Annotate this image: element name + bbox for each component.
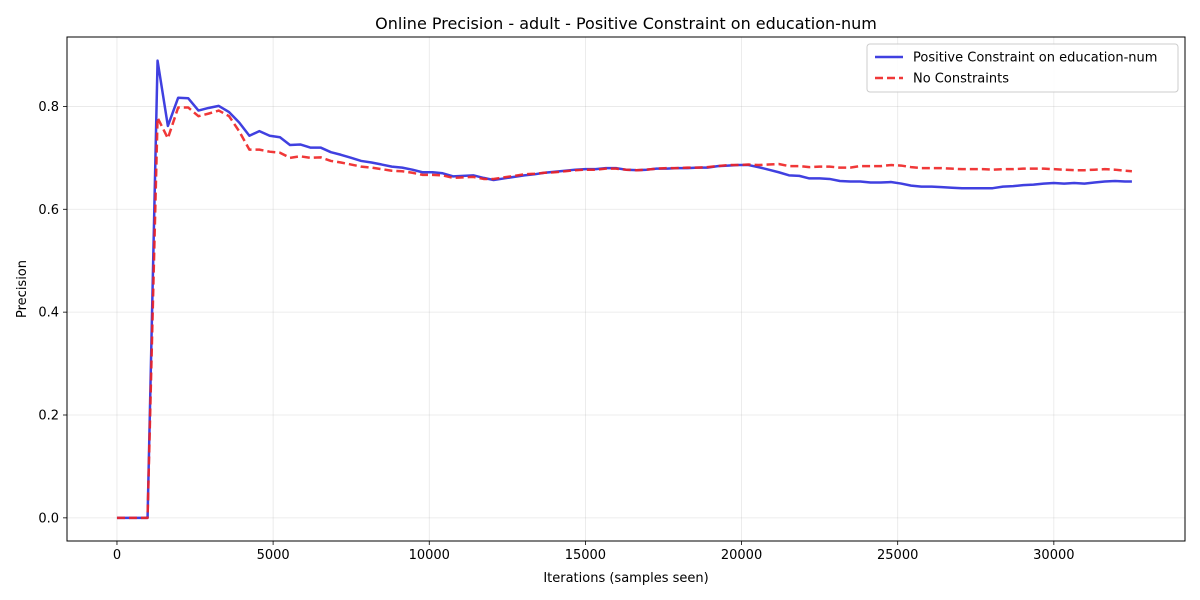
x-tick-label: 20000 — [721, 548, 762, 563]
y-tick-label: 0.2 — [38, 409, 59, 424]
legend: Positive Constraint on education-num No … — [866, 43, 1179, 93]
x-tick-label: 25000 — [877, 548, 918, 563]
axis-ticks: 0 5000 10000 15000 20000 25000 30000 0.0 0.2 0.4 0… — [38, 100, 1074, 563]
x-tick-label: 15000 — [565, 548, 606, 563]
y-tick-label: 0.6 — [38, 203, 59, 218]
x-tick-label: 30000 — [1033, 548, 1074, 563]
y-tick-label: 0.0 — [38, 511, 59, 526]
legend-label-positive-constraint: Positive Constraint on education-num — [913, 51, 1157, 66]
x-tick-label: 5000 — [257, 548, 290, 563]
series-lines — [116, 59, 1133, 520]
y-axis-label: Precision — [15, 260, 30, 318]
chart-title: Online Precision - adult - Positive Cons… — [375, 14, 877, 33]
legend-label-no-constraints: No Constraints — [913, 72, 1009, 87]
x-axis-label: Iterations (samples seen) — [543, 571, 708, 586]
x-tick-label: 0 — [113, 548, 121, 563]
y-tick-label: 0.8 — [38, 100, 59, 115]
legend-box — [866, 43, 1179, 93]
x-tick-label: 10000 — [409, 548, 450, 563]
y-tick-label: 0.4 — [38, 306, 59, 321]
plot-frame — [66, 36, 1186, 542]
series-line-no-constraints — [116, 106, 1133, 520]
grid-lines — [67, 37, 1185, 541]
